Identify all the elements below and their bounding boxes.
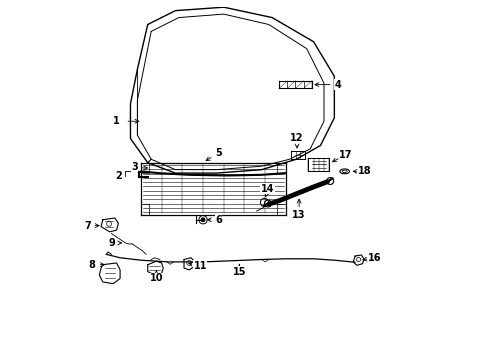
Text: 11: 11 [193,261,206,271]
Text: 12: 12 [290,133,303,143]
Text: 17: 17 [338,150,352,160]
Text: 4: 4 [334,80,341,90]
Text: 10: 10 [149,274,163,283]
Text: 5: 5 [215,148,222,158]
Text: 14: 14 [261,184,274,194]
Text: 15: 15 [232,267,245,276]
Text: 8: 8 [88,260,95,270]
Text: 1: 1 [113,116,120,126]
Text: 6: 6 [215,215,222,225]
Text: 16: 16 [367,253,381,263]
Circle shape [201,218,204,221]
Text: 9: 9 [108,238,115,248]
Text: 3: 3 [131,162,138,172]
Text: 7: 7 [84,221,90,231]
Text: 18: 18 [357,166,370,176]
Text: 2: 2 [115,171,122,180]
Text: 13: 13 [292,210,305,220]
